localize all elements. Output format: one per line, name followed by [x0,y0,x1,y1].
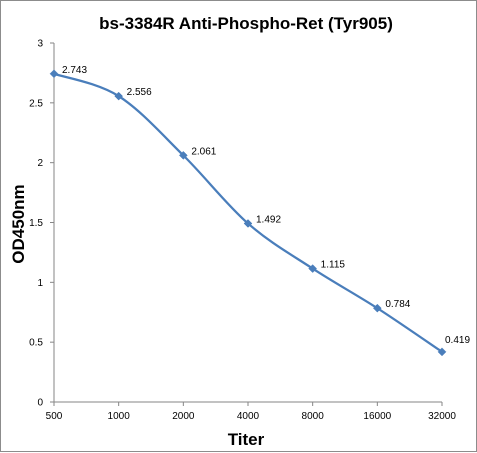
x-tick-label: 2000 [172,411,195,422]
data-label: 2.743 [62,65,87,76]
data-label: 2.556 [127,87,152,98]
data-label: 1.492 [256,214,281,225]
data-marker [243,219,253,228]
x-ticks: 500 1000 2000 4000 8000 16000 32000 [46,402,456,422]
y-tick-label: 2.5 [29,98,43,109]
x-tick-label: 4000 [237,411,260,422]
data-marker [308,264,318,273]
chart-title: bs-3384R Anti-Phospho-Ret (Tyr905) [99,14,393,33]
data-markers [49,69,447,357]
x-tick-label: 1000 [108,411,131,422]
x-tick-label: 16000 [363,411,391,422]
data-label: 0.784 [385,299,410,310]
series-line [53,72,443,353]
data-marker [437,347,447,357]
y-tick-label: 1 [37,278,43,289]
y-tick-label: 0.5 [29,338,43,349]
y-tick-label: 2 [37,158,43,169]
y-ticks: 0 0.5 1 1.5 2 2.5 3 [29,39,54,409]
data-marker [114,91,124,101]
data-marker [372,303,382,313]
data-marker [49,69,59,79]
data-label: 1.115 [321,260,346,271]
y-axis-title: OD450nm [9,184,28,263]
data-label: 2.061 [191,146,216,157]
x-tick-label: 32000 [428,411,456,422]
y-tick-label: 3 [37,39,43,50]
x-tick-label: 500 [46,411,63,422]
y-tick-label: 0 [37,398,43,409]
y-tick-label: 1.5 [29,218,43,229]
data-label: 0.419 [445,335,470,346]
data-marker [178,151,188,160]
data-labels: 2.743 2.556 2.061 1.492 1.115 0.784 0.419 [62,65,470,346]
x-tick-label: 8000 [302,411,325,422]
x-axis-title: Titer [228,430,265,449]
